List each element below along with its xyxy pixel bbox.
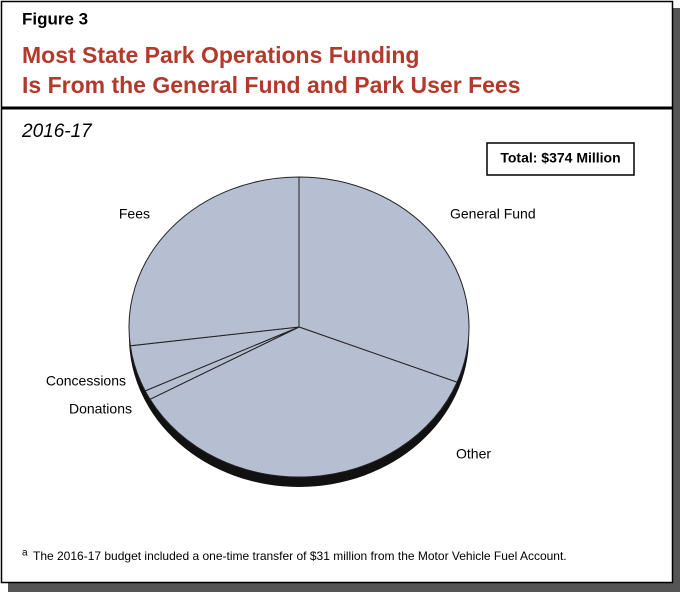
chart-title: Most State Park Operations Funding (22, 42, 419, 68)
pie-slice (298, 176, 470, 383)
subtitle: 2016-17 (21, 121, 93, 142)
pie: General Fund Other Donations Concessions Fee… (46, 176, 536, 487)
chart-title: Is From the General Fund and Park User F… (22, 72, 521, 98)
slice-label: Other (456, 446, 491, 462)
pie-slice (128, 176, 300, 347)
total-label: Total: $374 Million (500, 150, 620, 166)
slice-label: Concessions (46, 373, 126, 389)
footnote-marker: a (22, 548, 28, 559)
figure-label: Figure 3 (22, 9, 88, 28)
total-box (486, 142, 635, 176)
pie-slice (149, 326, 458, 478)
slice-label: Fees (119, 206, 150, 222)
slice-label: Donations (69, 401, 132, 417)
slice-label: General Fund (450, 206, 536, 222)
footnote: The 2016-17 budget included a one-time t… (33, 549, 567, 563)
